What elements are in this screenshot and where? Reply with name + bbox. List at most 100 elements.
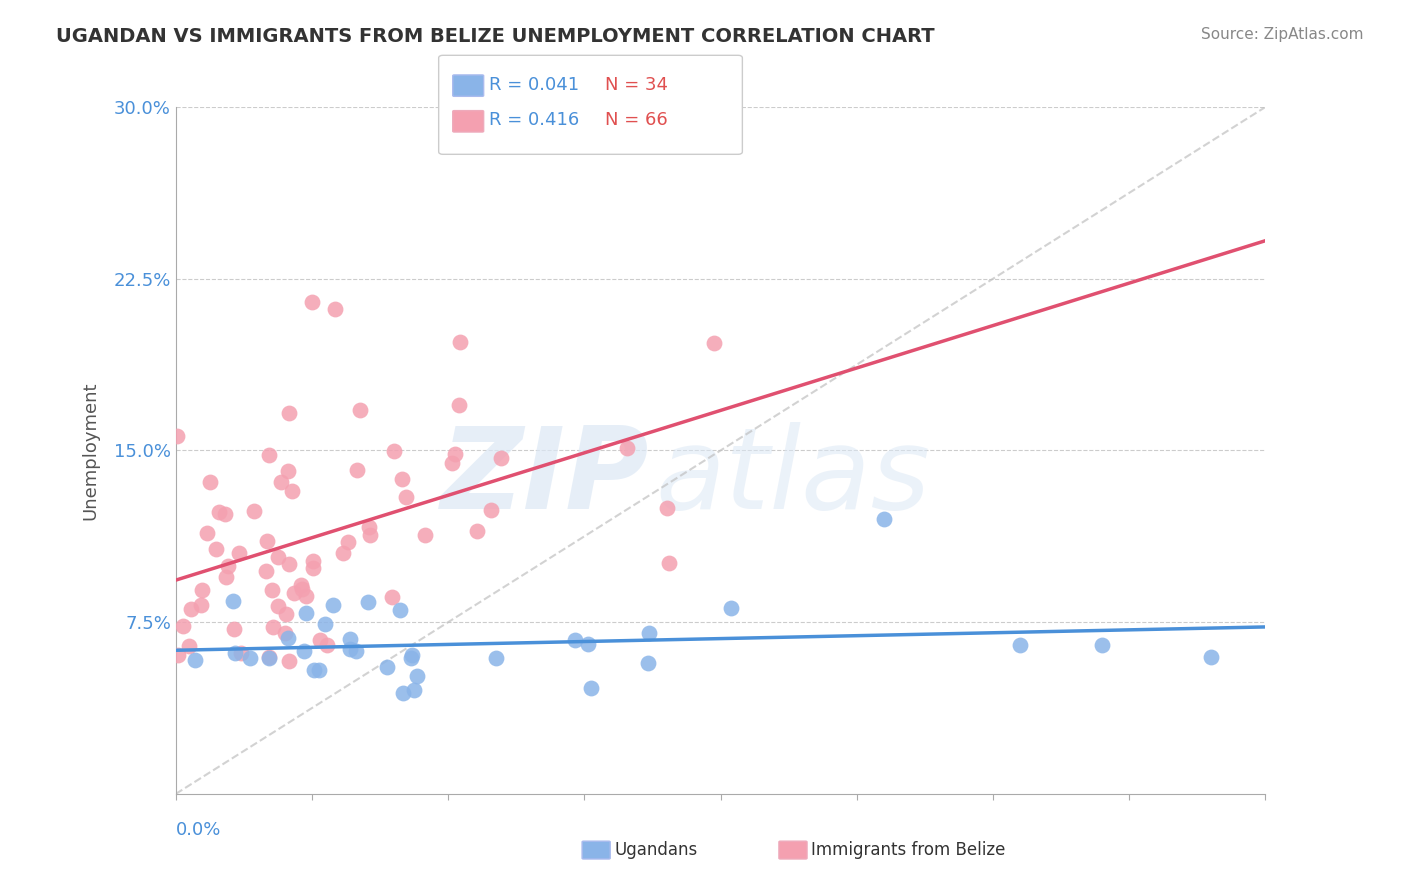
- Point: [200, 475, 222, 489]
- Point: [167, 648, 190, 662]
- Point: [259, 650, 281, 665]
- Point: [308, 663, 330, 677]
- Point: [290, 578, 312, 592]
- Point: [392, 686, 415, 700]
- Point: [260, 583, 283, 598]
- Point: [339, 641, 361, 656]
- Point: [204, 541, 226, 556]
- Point: [274, 625, 297, 640]
- Point: [357, 595, 380, 609]
- Point: [172, 619, 194, 633]
- Point: [441, 456, 464, 470]
- Text: atlas: atlas: [655, 423, 931, 533]
- Point: [277, 464, 299, 478]
- Point: [262, 620, 284, 634]
- Text: 0.0%: 0.0%: [176, 822, 221, 839]
- Point: [375, 660, 398, 674]
- Point: [254, 564, 277, 578]
- Point: [214, 507, 236, 521]
- Point: [444, 448, 467, 462]
- Point: [190, 582, 212, 597]
- Point: [485, 651, 508, 665]
- Y-axis label: Unemployment: Unemployment: [82, 381, 100, 520]
- Point: [302, 663, 325, 677]
- Point: [1199, 649, 1222, 664]
- Point: [658, 556, 681, 570]
- Point: [579, 681, 602, 696]
- Point: [243, 504, 266, 518]
- Point: [292, 643, 315, 657]
- Text: ZIP: ZIP: [441, 423, 650, 533]
- Point: [229, 646, 252, 660]
- Point: [337, 535, 360, 549]
- Point: [180, 602, 202, 616]
- Point: [295, 589, 318, 603]
- Point: [283, 585, 305, 599]
- Text: N = 66: N = 66: [605, 112, 668, 129]
- Point: [270, 475, 292, 489]
- Point: [357, 520, 380, 534]
- Text: UGANDAN VS IMMIGRANTS FROM BELIZE UNEMPLOYMENT CORRELATION CHART: UGANDAN VS IMMIGRANTS FROM BELIZE UNEMPL…: [56, 27, 935, 45]
- Point: [277, 654, 299, 668]
- Point: [166, 429, 188, 443]
- Point: [278, 558, 301, 572]
- Point: [214, 569, 236, 583]
- Point: [638, 626, 661, 640]
- Point: [1091, 638, 1114, 652]
- Point: [224, 622, 246, 636]
- Point: [239, 651, 262, 665]
- Point: [401, 648, 423, 662]
- Point: [228, 546, 250, 560]
- Point: [281, 484, 304, 499]
- Point: [576, 637, 599, 651]
- Point: [277, 631, 299, 645]
- Point: [381, 590, 404, 604]
- Point: [339, 632, 361, 647]
- Point: [301, 294, 323, 309]
- Text: Immigrants from Belize: Immigrants from Belize: [811, 841, 1005, 859]
- Point: [359, 528, 381, 542]
- Point: [720, 600, 742, 615]
- Point: [222, 594, 245, 608]
- Point: [349, 403, 371, 417]
- Point: [616, 442, 638, 456]
- Point: [277, 406, 299, 420]
- Point: [290, 582, 312, 596]
- Point: [197, 525, 219, 540]
- Point: [316, 638, 339, 652]
- Point: [207, 505, 229, 519]
- Point: [465, 524, 488, 539]
- Point: [399, 651, 422, 665]
- Point: [395, 490, 418, 504]
- Point: [217, 559, 239, 574]
- Point: [637, 656, 659, 670]
- Point: [404, 683, 426, 698]
- Point: [179, 639, 201, 653]
- Point: [309, 632, 332, 647]
- Point: [873, 512, 896, 526]
- Point: [413, 528, 436, 542]
- Text: Source: ZipAtlas.com: Source: ZipAtlas.com: [1201, 27, 1364, 42]
- Point: [257, 448, 280, 462]
- Point: [267, 599, 290, 613]
- Point: [302, 554, 325, 568]
- Point: [406, 669, 429, 683]
- Point: [655, 501, 678, 516]
- Point: [314, 617, 336, 632]
- Point: [184, 652, 207, 666]
- Point: [190, 598, 212, 612]
- Point: [267, 550, 290, 565]
- Text: R = 0.041: R = 0.041: [489, 76, 579, 94]
- Point: [274, 607, 297, 621]
- Text: R = 0.416: R = 0.416: [489, 112, 579, 129]
- Point: [346, 463, 368, 477]
- Point: [295, 606, 318, 620]
- Point: [259, 650, 281, 665]
- Text: Ugandans: Ugandans: [614, 841, 697, 859]
- Point: [344, 644, 367, 658]
- Point: [449, 398, 471, 412]
- Point: [332, 546, 354, 560]
- Point: [224, 646, 246, 660]
- Point: [703, 335, 725, 350]
- Point: [323, 301, 346, 316]
